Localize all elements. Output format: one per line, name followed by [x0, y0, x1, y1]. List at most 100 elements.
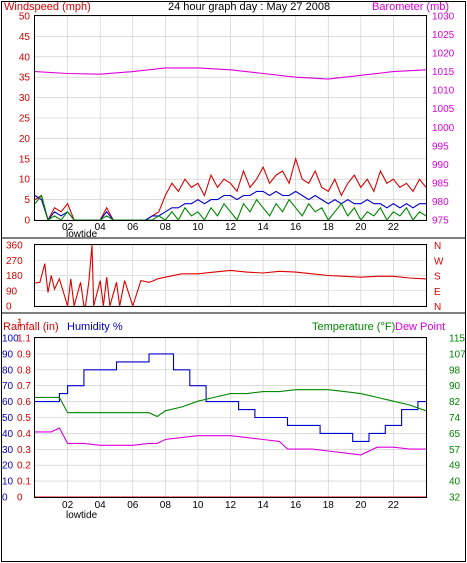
- panel1-x-tick-label: 02: [62, 222, 74, 233]
- panel3-temperature-tick-label: 57: [449, 445, 461, 456]
- panel3-temperature-tick-label: 40: [449, 477, 461, 488]
- panel3-x-tick-label: 04: [95, 500, 107, 511]
- panel1-lowtide-label: lowtide: [66, 229, 98, 240]
- panel3-rainfall-tick-label: 0: [17, 493, 23, 504]
- panel3-temperature-tick-label: 98: [449, 365, 461, 376]
- panel1-right-tick-label: 1010: [432, 86, 455, 97]
- panel3-x-tick-label: 18: [323, 500, 335, 511]
- panel1-right-tick-label: 1030: [432, 12, 455, 23]
- panel3-temperature-tick-label: 65: [449, 429, 461, 440]
- panel2-series: [34, 244, 427, 308]
- panel1-right-tick-label: 1005: [432, 104, 455, 115]
- rainfall-axis-label: Rainfall (in): [3, 321, 59, 333]
- panel3-series-line: [35, 427, 426, 456]
- panel3-x-tick-label: 06: [127, 500, 139, 511]
- panel1-left-tick-label: 50: [19, 12, 31, 23]
- panel1-left-tick-label: 35: [19, 73, 31, 84]
- panel1-left-ticks: 0 5 10 15 20 25 30 35 40 45 50: [19, 12, 31, 227]
- panel3-rainfall-ticks: 0 0.1 0.2 0.3 0.4 0.5 0.6 0.7 0.8 0.9 1.1 1: [17, 318, 31, 504]
- panel3-temperature-ticks: 32 40 49 57 65 74 82 90 98 107 115: [449, 334, 466, 504]
- panel1-x-tick-label: 20: [355, 222, 367, 233]
- panel3-x-tick-label: 14: [258, 500, 270, 511]
- panel3-humidity-tick-label: 20: [2, 461, 14, 472]
- panel2-series-line: [34, 244, 427, 308]
- panel1-right-tick-label: 975: [432, 216, 449, 227]
- panel1-right-ticks: 975 980 985 990 995 1000 1005 1010 1015 1020 1025 1…: [432, 12, 455, 227]
- panel2-direction-letter: N: [434, 302, 441, 313]
- panel2-left-tick-label: 90: [6, 286, 18, 297]
- panel3-rainfall-tick-label: 0.2: [17, 461, 31, 472]
- panel3-humidity-tick-label: 30: [2, 445, 14, 456]
- panel1-left-tick-label: 20: [19, 134, 31, 145]
- panel1-left-tick-label: 0: [24, 216, 30, 227]
- panel3-temperature-tick-label: 90: [449, 381, 461, 392]
- panel3-temperature-tick-label: 49: [449, 461, 461, 472]
- panel2-direction-letter: S: [434, 272, 441, 283]
- panel3-rainfall-tick-label: 0.1: [17, 477, 31, 488]
- panel3-temperature-tick-label: 82: [449, 397, 461, 408]
- panel3-temperature-tick-label: 115: [449, 334, 465, 345]
- panel3-x-ticks: 02 04 06 08 10 12 14 16 18 20 22: [62, 500, 399, 511]
- panel3-rainfall-tick-label: 0.7: [17, 381, 31, 392]
- panel1-right-tick-label: 990: [432, 160, 449, 171]
- panel3-series-line: [35, 353, 426, 442]
- panel2-left-ticks: 0 90 180 270 360: [6, 241, 23, 313]
- panel3-x-tick-label: 12: [225, 500, 237, 511]
- panel1-left-tick-label: 40: [19, 52, 31, 63]
- panel1-x-tick-label: 04: [95, 222, 107, 233]
- panel3-x-tick-label: 08: [160, 500, 172, 511]
- panel2-direction-letter: N: [434, 241, 441, 252]
- dewpoint-axis-label: Dew Point: [395, 321, 445, 333]
- panel1-x-tick-label: 10: [192, 222, 204, 233]
- panel3-rainfall-tick-label: 1.1: [17, 334, 31, 345]
- panel3-grid: [35, 337, 426, 498]
- panel3-rainfall-tick-label: 1: [17, 318, 23, 329]
- panel3-humidity-tick-label: 0: [2, 493, 8, 504]
- panel1-right-tick-label: 1015: [432, 67, 455, 78]
- panel1-right-tick-label: 1000: [432, 123, 455, 134]
- panel1-x-ticks: 02 04 06 08 10 12 14 16 18 20 22: [62, 222, 399, 233]
- panel3-x-tick-label: 20: [355, 500, 367, 511]
- panel3-series-line: [35, 389, 427, 418]
- panel3-x-tick-label: 02: [62, 500, 74, 511]
- panel3-humidity-tick-label: 50: [2, 413, 14, 424]
- panel3-humidity-tick-label: 80: [2, 365, 14, 376]
- panel3-temperature-tick-label: 74: [449, 413, 461, 424]
- panel1-x-tick-label: 06: [127, 222, 139, 233]
- panel1-x-tick-label: 08: [160, 222, 172, 233]
- panel1-left-tick-label: 45: [19, 32, 31, 43]
- panel3-temperature-tick-label: 32: [449, 493, 461, 504]
- panel2-left-tick-label: 0: [6, 302, 12, 313]
- panel3-x-tick-label: 22: [388, 500, 400, 511]
- panel2-left-tick-label: 180: [6, 271, 23, 282]
- panel3-humidity-tick-label: 70: [2, 381, 14, 392]
- panel2-direction-letter: E: [434, 287, 441, 298]
- panel3-humidity-tick-label: 10: [2, 477, 14, 488]
- panel3-rainfall-tick-label: 0.4: [17, 429, 31, 440]
- panel1-series-line: [34, 67, 427, 80]
- panel3-rainfall-tick-label: 0.9: [17, 349, 31, 360]
- panel3-lowtide-label: lowtide: [66, 510, 98, 521]
- panel1-plot-frame: [34, 15, 427, 221]
- panel3-humidity-ticks: 0 10 20 30 40 50 60 70 80 90 100: [2, 334, 19, 504]
- panel1-x-tick-label: 18: [323, 222, 335, 233]
- panel2-plot-frame: [34, 244, 427, 307]
- panel1-x-tick-label: 22: [388, 222, 400, 233]
- panel3-humidity-tick-label: 100: [2, 334, 19, 345]
- panel3-temperature-tick-label: 107: [449, 349, 466, 360]
- temperature-axis-label: Temperature (°F): [312, 321, 395, 333]
- panel3-rainfall-tick-label: 0.6: [17, 397, 31, 408]
- panel1-x-tick-label: 16: [290, 222, 302, 233]
- panel1-left-tick-label: 5: [24, 195, 30, 206]
- panel1-title: 24 hour graph day : May 27 2008: [168, 1, 330, 13]
- panel1-right-tick-label: 1025: [432, 30, 455, 41]
- panel1-left-tick-label: 25: [19, 114, 31, 125]
- panel2-left-tick-label: 270: [6, 256, 23, 267]
- panel2-left-tick-label: 360: [6, 241, 23, 252]
- panel-divider-1: [1, 237, 466, 239]
- panel3-rainfall-tick-label: 0.8: [17, 365, 31, 376]
